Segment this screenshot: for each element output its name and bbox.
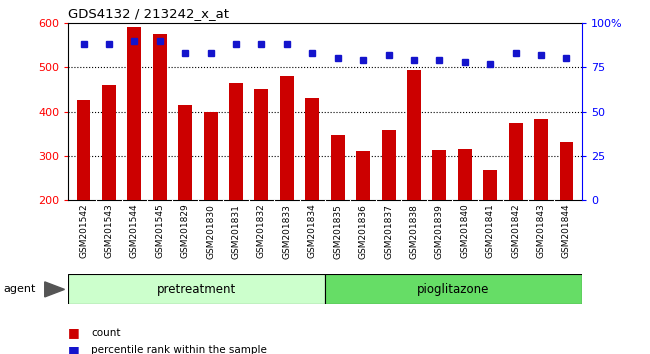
- Text: percentile rank within the sample: percentile rank within the sample: [91, 346, 267, 354]
- Text: GSM201841: GSM201841: [486, 204, 495, 258]
- Text: GSM201833: GSM201833: [282, 204, 291, 259]
- Bar: [77, 101, 90, 200]
- Text: GSM201839: GSM201839: [435, 204, 444, 259]
- Text: pretreatment: pretreatment: [157, 283, 236, 296]
- Text: count: count: [91, 328, 120, 338]
- Text: GSM201840: GSM201840: [460, 204, 469, 258]
- Bar: [178, 105, 192, 200]
- Text: GSM201844: GSM201844: [562, 204, 571, 258]
- Text: pioglitazone: pioglitazone: [417, 283, 489, 296]
- Bar: [509, 122, 523, 200]
- Bar: [331, 135, 345, 200]
- Bar: [325, 274, 582, 304]
- Text: GSM201830: GSM201830: [206, 204, 215, 259]
- Text: GSM201836: GSM201836: [359, 204, 368, 259]
- Bar: [534, 119, 548, 200]
- Bar: [382, 130, 396, 200]
- Bar: [102, 85, 116, 200]
- Text: GSM201831: GSM201831: [231, 204, 240, 259]
- Bar: [254, 89, 268, 200]
- Bar: [127, 28, 141, 200]
- Text: GSM201829: GSM201829: [181, 204, 190, 258]
- Bar: [68, 274, 325, 304]
- Text: GSM201837: GSM201837: [384, 204, 393, 259]
- Text: GSM201543: GSM201543: [105, 204, 113, 258]
- Text: GSM201842: GSM201842: [511, 204, 520, 258]
- Text: GSM201832: GSM201832: [257, 204, 266, 258]
- Text: GSM201545: GSM201545: [155, 204, 164, 258]
- Text: ■: ■: [68, 344, 80, 354]
- Text: GSM201542: GSM201542: [79, 204, 88, 258]
- Bar: [407, 70, 421, 200]
- Bar: [483, 170, 497, 200]
- Bar: [229, 83, 243, 200]
- Text: ■: ■: [68, 326, 80, 339]
- Text: GDS4132 / 213242_x_at: GDS4132 / 213242_x_at: [68, 7, 229, 21]
- Bar: [356, 152, 370, 200]
- Bar: [432, 150, 447, 200]
- Text: GSM201544: GSM201544: [130, 204, 139, 258]
- Text: agent: agent: [3, 284, 36, 295]
- Text: GSM201835: GSM201835: [333, 204, 342, 259]
- Bar: [458, 149, 472, 200]
- Bar: [153, 34, 167, 200]
- Text: GSM201843: GSM201843: [537, 204, 545, 258]
- Text: GSM201834: GSM201834: [308, 204, 317, 258]
- Polygon shape: [45, 282, 64, 297]
- Text: GSM201838: GSM201838: [410, 204, 419, 259]
- Bar: [560, 142, 573, 200]
- Bar: [280, 76, 294, 200]
- Bar: [306, 98, 319, 200]
- Bar: [203, 112, 218, 200]
